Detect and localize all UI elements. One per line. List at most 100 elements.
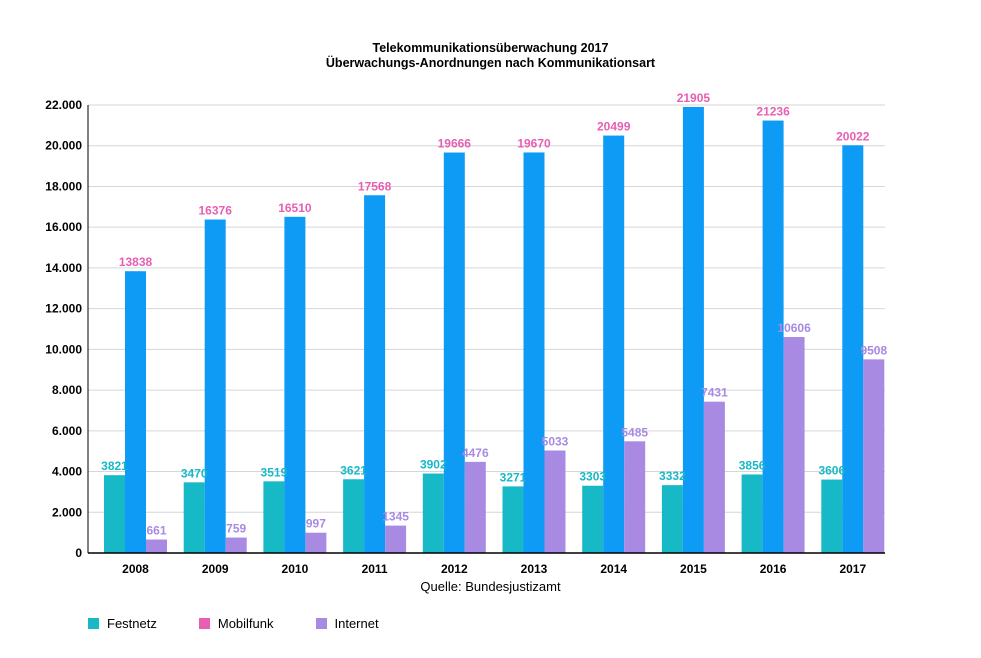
bar-mobilfunk-2010 xyxy=(284,216,306,553)
bar-mobilfunk-2012 xyxy=(443,152,465,553)
legend-item-mobilfunk: Mobilfunk xyxy=(198,615,274,631)
bar-festnetz-2009 xyxy=(183,482,205,553)
bar-internet-2012 xyxy=(464,461,486,553)
x-tick-label-2015: 2015 xyxy=(680,562,707,576)
y-tick-label: 22.000 xyxy=(45,98,82,112)
bar-festnetz-2012 xyxy=(422,473,444,553)
axes: 0 2.000 4.000 6.000 8.000 10.000 12.000 14.000 1… xyxy=(45,98,885,576)
data-label-mobilfunk-2011: 17568 xyxy=(358,179,392,193)
bar-internet-2016 xyxy=(783,337,805,553)
legend-swatch-mobilfunk xyxy=(198,617,210,629)
legend: Festnetz Mobilfunk Internet xyxy=(88,614,421,632)
data-label-festnetz-2009: 3470 xyxy=(181,466,208,480)
bar-festnetz-2011 xyxy=(343,479,365,553)
bar-festnetz-2013 xyxy=(502,486,524,553)
legend-swatch-festnetz xyxy=(88,617,99,629)
bar-mobilfunk-2016 xyxy=(762,120,784,554)
data-labels: 3821 3470 3519 3621 3902 3271 3303 3332 3856 3606… xyxy=(101,91,887,538)
data-label-internet-2008: 661 xyxy=(146,524,166,538)
data-label-festnetz-2010: 3519 xyxy=(261,465,288,479)
y-tick-label: 0 xyxy=(75,546,82,560)
bar-festnetz-2017 xyxy=(821,479,843,553)
data-label-mobilfunk-2010: 16510 xyxy=(278,201,312,215)
data-label-mobilfunk-2015: 21905 xyxy=(677,91,711,105)
data-label-internet-2017: 9508 xyxy=(860,343,887,357)
data-label-internet-2010: 997 xyxy=(306,517,326,531)
legend-label-internet: Internet xyxy=(334,615,379,631)
bar-mobilfunk-2011 xyxy=(364,195,386,553)
data-label-festnetz-2013: 3271 xyxy=(500,470,527,484)
y-tick-label: 16.000 xyxy=(45,220,82,234)
y-tick-label: 20.000 xyxy=(45,139,82,153)
bar-festnetz-2015 xyxy=(661,485,683,553)
legend-label-festnetz: Festnetz xyxy=(107,615,157,631)
y-tick-label: 14.000 xyxy=(45,261,82,275)
data-label-internet-2016: 10606 xyxy=(777,321,811,335)
x-tick-label-2017: 2017 xyxy=(839,562,866,576)
x-tick-label-2008: 2008 xyxy=(122,562,149,576)
bar-internet-2015 xyxy=(703,401,725,553)
data-label-mobilfunk-2017: 20022 xyxy=(836,129,870,143)
y-tick-label: 10.000 xyxy=(45,342,82,356)
bar-mobilfunk-2009 xyxy=(204,219,226,553)
y-tick-label: 8.000 xyxy=(52,383,82,397)
data-label-festnetz-2008: 3821 xyxy=(101,459,128,473)
bar-internet-2008 xyxy=(146,539,167,553)
data-label-internet-2015: 7431 xyxy=(701,386,728,400)
data-label-festnetz-2012: 3902 xyxy=(420,458,447,472)
bar-internet-2014 xyxy=(624,441,646,553)
x-tick-label-2012: 2012 xyxy=(441,562,468,576)
bars xyxy=(104,106,885,554)
data-label-internet-2012: 4476 xyxy=(462,446,489,460)
legend-item-internet: Internet xyxy=(315,615,379,631)
data-label-festnetz-2014: 3303 xyxy=(579,470,606,484)
bar-mobilfunk-2017 xyxy=(842,145,864,553)
bar-mobilfunk-2015 xyxy=(682,106,704,554)
bar-internet-2017 xyxy=(863,359,885,553)
data-label-festnetz-2016: 3856 xyxy=(739,458,766,472)
data-label-mobilfunk-2016: 21236 xyxy=(756,105,790,119)
bar-internet-2010 xyxy=(305,532,327,553)
data-label-mobilfunk-2012: 19666 xyxy=(438,137,472,151)
bar-internet-2013 xyxy=(544,450,566,553)
source-note: Quelle: Bundesjustizamt xyxy=(420,579,561,594)
data-label-festnetz-2011: 3621 xyxy=(340,463,367,477)
x-tick-label-2014: 2014 xyxy=(600,562,627,576)
y-tick-label: 18.000 xyxy=(45,179,82,193)
bar-internet-2009 xyxy=(225,537,247,553)
data-label-internet-2014: 5485 xyxy=(621,425,648,439)
bar-festnetz-2008 xyxy=(104,475,125,553)
data-label-mobilfunk-2013: 19670 xyxy=(517,136,551,150)
bar-festnetz-2014 xyxy=(582,485,604,553)
y-tick-label: 4.000 xyxy=(52,465,82,479)
x-tick-label-2010: 2010 xyxy=(282,562,309,576)
data-label-festnetz-2015: 3332 xyxy=(659,469,686,483)
x-tick-label-2009: 2009 xyxy=(202,562,229,576)
legend-label-mobilfunk: Mobilfunk xyxy=(217,615,274,631)
data-label-mobilfunk-2009: 16376 xyxy=(199,204,233,218)
bar-festnetz-2010 xyxy=(263,481,285,553)
y-tick-label: 12.000 xyxy=(45,302,82,316)
chart-subtitle: Überwachungs-Anordnungen nach Kommunikat… xyxy=(325,56,656,70)
legend-swatch-internet xyxy=(315,617,327,629)
bar-mobilfunk-2013 xyxy=(523,152,545,553)
chart-title: Telekommunikationsüberwachung 2017 xyxy=(372,41,609,55)
bar-festnetz-2016 xyxy=(741,474,763,553)
y-tick-label: 6.000 xyxy=(52,424,82,438)
bar-mobilfunk-2008 xyxy=(125,271,146,553)
x-tick-label-2011: 2011 xyxy=(362,562,388,576)
data-label-internet-2011: 1345 xyxy=(382,510,409,524)
data-label-mobilfunk-2014: 20499 xyxy=(597,120,631,134)
y-tick-label: 2.000 xyxy=(52,505,82,519)
data-label-internet-2009: 759 xyxy=(226,522,246,536)
data-label-internet-2013: 5033 xyxy=(542,435,569,449)
legend-item-festnetz: Festnetz xyxy=(88,616,157,631)
bar-mobilfunk-2014 xyxy=(603,135,625,554)
x-tick-label-2016: 2016 xyxy=(760,562,787,576)
x-tick-label-2013: 2013 xyxy=(521,562,548,576)
data-label-festnetz-2017: 3606 xyxy=(818,464,845,478)
bar-internet-2011 xyxy=(385,525,407,553)
data-label-mobilfunk-2008: 13838 xyxy=(119,255,153,269)
